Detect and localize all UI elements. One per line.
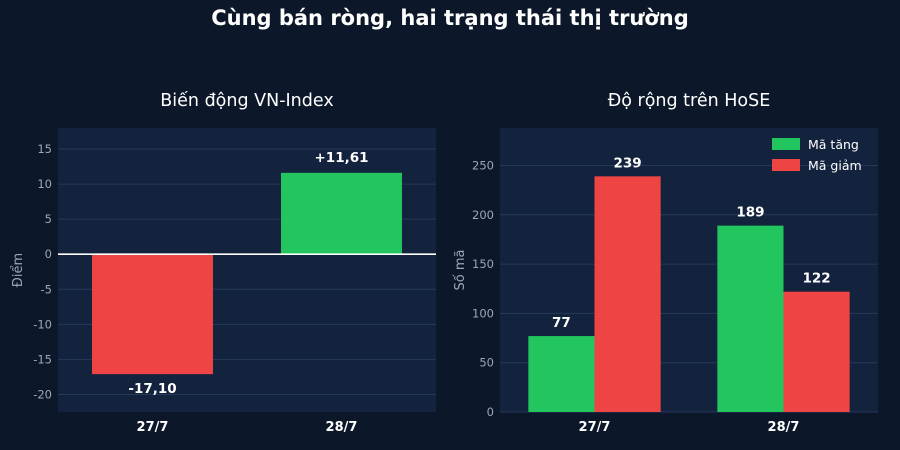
breadth-ytick-label: 250 bbox=[472, 158, 494, 172]
breadth-category-label: 28/7 bbox=[768, 420, 800, 435]
vnindex-ytick-label: 5 bbox=[45, 212, 52, 226]
vnindex-ytick-label: -10 bbox=[33, 317, 52, 331]
breadth-ytick-label: 50 bbox=[479, 356, 494, 370]
breadth-data-label: 77 bbox=[552, 315, 571, 331]
vnindex-ytick-label: 0 bbox=[45, 247, 52, 261]
breadth-data-label: 122 bbox=[802, 271, 830, 287]
legend-label: Mã tăng bbox=[808, 137, 859, 152]
vnindex-ytick-label: -15 bbox=[33, 352, 52, 366]
chart-title-breadth: Độ rộng trên HoSE bbox=[607, 91, 771, 111]
breadth-y-axis-label: Số mã bbox=[453, 250, 468, 291]
breadth-ytick-label: 100 bbox=[472, 306, 494, 320]
breadth-ytick-label: 0 bbox=[487, 405, 494, 419]
vnindex-data-label: -17,10 bbox=[128, 381, 176, 397]
page-title: Cùng bán ròng, hai trạng thái thị trường bbox=[211, 6, 689, 30]
legend-swatch bbox=[772, 159, 800, 171]
breadth-data-label: 239 bbox=[613, 155, 641, 171]
breadth-category-label: 27/7 bbox=[579, 420, 611, 435]
breadth-bar bbox=[783, 291, 850, 412]
chart-title-vnindex: Biến động VN-Index bbox=[160, 91, 334, 111]
legend-label: Mã giảm bbox=[808, 158, 862, 173]
vnindex-category-label: 27/7 bbox=[137, 420, 169, 435]
vnindex-bar bbox=[281, 172, 402, 255]
vnindex-category-label: 28/7 bbox=[326, 420, 358, 435]
vnindex-ytick-label: -5 bbox=[41, 282, 52, 296]
vnindex-y-axis-label: Điểm bbox=[11, 253, 26, 287]
breadth-bar bbox=[717, 225, 784, 412]
vnindex-ytick-label: 15 bbox=[37, 142, 52, 156]
vnindex-ytick-label: 10 bbox=[37, 177, 52, 191]
vnindex-bar bbox=[92, 254, 213, 375]
legend-swatch bbox=[772, 138, 800, 150]
breadth-bar bbox=[528, 336, 595, 412]
breadth-bar bbox=[594, 176, 661, 412]
vnindex-ytick-label: -20 bbox=[33, 387, 52, 401]
vnindex-data-label: +11,61 bbox=[314, 150, 368, 166]
breadth-ytick-label: 200 bbox=[472, 208, 494, 222]
breadth-data-label: 189 bbox=[736, 205, 764, 221]
breadth-ytick-label: 150 bbox=[472, 257, 494, 271]
